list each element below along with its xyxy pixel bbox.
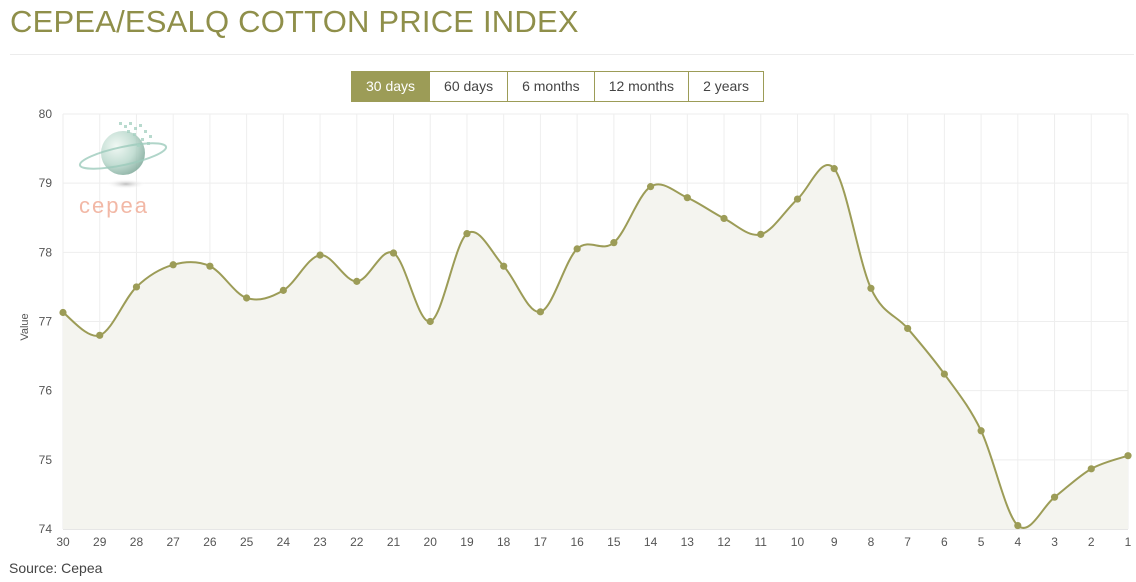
x-tick-label: 28: [130, 535, 144, 549]
x-tick-label: 25: [240, 535, 254, 549]
range-tab-60-days[interactable]: 60 days: [430, 71, 509, 102]
y-axis-title: Value: [19, 313, 31, 340]
x-tick-label: 27: [166, 535, 180, 549]
page-title: CEPEA/ESALQ COTTON PRICE INDEX: [10, 4, 579, 39]
x-tick-label: 18: [497, 535, 511, 549]
data-point-18[interactable]: [500, 262, 508, 270]
data-point-11[interactable]: [757, 230, 765, 238]
data-point-5[interactable]: [977, 427, 985, 435]
cepea-logo: cepea: [75, 118, 185, 218]
x-tick-label: 10: [791, 535, 805, 549]
x-tick-label: 11: [755, 535, 768, 549]
data-point-25[interactable]: [243, 294, 251, 302]
data-point-19[interactable]: [463, 230, 471, 238]
data-point-17[interactable]: [536, 308, 545, 316]
x-tick-label: 14: [644, 535, 658, 549]
y-tick-label: 80: [39, 107, 53, 121]
x-tick-label: 12: [717, 535, 731, 549]
data-point-12[interactable]: [720, 214, 728, 223]
data-point-2[interactable]: [1087, 465, 1095, 473]
cepea-globe-logo-icon: cepea: [78, 122, 168, 218]
data-point-22[interactable]: [353, 277, 361, 285]
x-tick-label: 19: [460, 535, 474, 549]
y-tick-label: 75: [39, 453, 53, 467]
x-tick-label: 9: [831, 535, 838, 549]
y-tick-label: 78: [39, 245, 53, 259]
range-tab-12-months[interactable]: 12 months: [594, 71, 690, 102]
y-tick-label: 77: [39, 315, 53, 329]
x-tick-label: 22: [350, 535, 364, 549]
data-point-10[interactable]: [793, 195, 802, 203]
x-tick-label: 4: [1014, 535, 1021, 549]
x-tick-label: 8: [868, 535, 875, 549]
data-point-21[interactable]: [389, 249, 398, 257]
data-point-30[interactable]: [59, 308, 67, 317]
x-tick-label: 29: [93, 535, 107, 549]
data-point-23[interactable]: [316, 251, 324, 259]
data-point-6[interactable]: [940, 370, 948, 378]
logo-wordmark: cepea: [79, 193, 149, 218]
data-point-8[interactable]: [867, 284, 875, 292]
x-tick-label: 16: [570, 535, 584, 549]
source-note: Source: Cepea: [9, 560, 103, 576]
x-tick-label: 21: [387, 535, 401, 549]
data-point-1[interactable]: [1124, 452, 1132, 460]
x-tick-label: 5: [978, 535, 985, 549]
x-tick-label: 3: [1051, 535, 1058, 549]
x-tick-label: 6: [941, 535, 948, 549]
x-tick-label: 26: [203, 535, 217, 549]
data-point-16[interactable]: [573, 245, 581, 253]
x-tick-label: 13: [681, 535, 695, 549]
data-point-24[interactable]: [279, 286, 287, 294]
x-tick-label: 17: [534, 535, 548, 549]
data-point-9[interactable]: [830, 165, 838, 173]
series-points: [59, 165, 1132, 530]
x-tick-label: 15: [607, 535, 621, 549]
x-tick-label: 23: [313, 535, 327, 549]
data-point-15[interactable]: [610, 239, 618, 247]
range-tab-6-months[interactable]: 6 months: [508, 71, 595, 102]
x-tick-label: 7: [904, 535, 911, 549]
y-tick-label: 74: [39, 522, 53, 536]
data-point-3[interactable]: [1050, 493, 1059, 501]
data-point-29[interactable]: [96, 331, 104, 339]
data-point-13[interactable]: [683, 194, 691, 202]
data-point-27[interactable]: [169, 261, 177, 269]
series-area: [63, 164, 1128, 530]
y-tick-label: 79: [39, 176, 53, 190]
data-point-14[interactable]: [646, 183, 655, 191]
range-tab-2-years[interactable]: 2 years: [689, 71, 764, 102]
x-axis-ticks: 30 29 28 27 26 25 24 23 22 21 20 19 18 17 16 15 14 13 12 11…: [56, 535, 1131, 549]
x-tick-label: 1: [1125, 535, 1132, 549]
time-range-selector: 30 days 60 days 6 months 12 months 2 yea…: [351, 71, 764, 102]
x-tick-label: 30: [56, 535, 70, 549]
data-point-7[interactable]: [904, 324, 912, 333]
y-tick-label: 76: [39, 384, 53, 398]
x-tick-label: 24: [277, 535, 291, 549]
data-point-26[interactable]: [206, 262, 214, 270]
title-divider: [10, 54, 1134, 55]
x-tick-label: 2: [1088, 535, 1095, 549]
data-point-28[interactable]: [132, 283, 141, 291]
range-tab-30-days[interactable]: 30 days: [351, 71, 431, 102]
y-axis-ticks: 74 75 76 77 78 79 80: [39, 107, 53, 536]
data-point-20[interactable]: [426, 317, 434, 326]
data-point-4[interactable]: [1014, 521, 1022, 530]
x-tick-label: 20: [424, 535, 438, 549]
